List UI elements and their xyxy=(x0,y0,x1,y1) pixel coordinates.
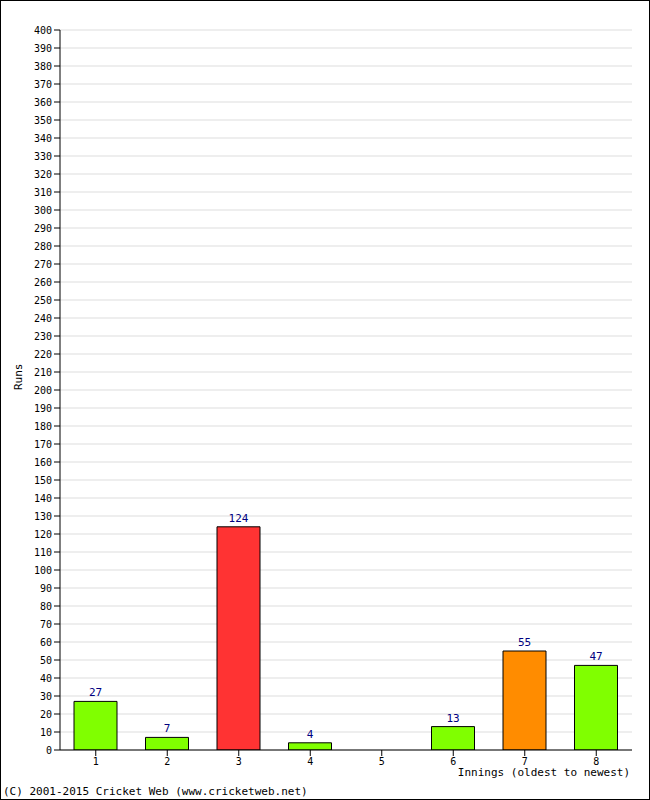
svg-text:8: 8 xyxy=(593,756,599,767)
svg-text:4: 4 xyxy=(307,756,313,767)
svg-text:330: 330 xyxy=(34,151,52,162)
svg-text:260: 260 xyxy=(34,277,52,288)
svg-text:55: 55 xyxy=(518,636,531,649)
svg-text:160: 160 xyxy=(34,457,52,468)
svg-text:170: 170 xyxy=(34,439,52,450)
svg-text:20: 20 xyxy=(40,709,52,720)
svg-text:390: 390 xyxy=(34,43,52,54)
svg-text:280: 280 xyxy=(34,241,52,252)
svg-text:7: 7 xyxy=(164,722,171,735)
svg-text:90: 90 xyxy=(40,583,52,594)
svg-text:6: 6 xyxy=(450,756,456,767)
svg-text:50: 50 xyxy=(40,655,52,666)
svg-text:0: 0 xyxy=(46,745,52,756)
svg-text:230: 230 xyxy=(34,331,52,342)
svg-text:290: 290 xyxy=(34,223,52,234)
svg-text:140: 140 xyxy=(34,493,52,504)
svg-text:130: 130 xyxy=(34,511,52,522)
svg-text:27: 27 xyxy=(89,686,102,699)
svg-text:200: 200 xyxy=(34,385,52,396)
svg-text:70: 70 xyxy=(40,619,52,630)
svg-text:124: 124 xyxy=(229,512,249,525)
svg-text:320: 320 xyxy=(34,169,52,180)
svg-text:150: 150 xyxy=(34,475,52,486)
svg-text:80: 80 xyxy=(40,601,52,612)
svg-text:Runs: Runs xyxy=(12,364,25,391)
svg-text:270: 270 xyxy=(34,259,52,270)
svg-text:240: 240 xyxy=(34,313,52,324)
svg-text:350: 350 xyxy=(34,115,52,126)
svg-text:120: 120 xyxy=(34,529,52,540)
svg-text:220: 220 xyxy=(34,349,52,360)
svg-text:10: 10 xyxy=(40,727,52,738)
svg-text:100: 100 xyxy=(34,565,52,576)
html-text:(C) 2001-2015 Cricket Web (www: (C) 2001-2015 Cricket Web (www.cricketwe… xyxy=(3,785,308,798)
html-text:Innings (oldest to newest): Innings (oldest to newest) xyxy=(457,766,630,779)
svg-text:380: 380 xyxy=(34,61,52,72)
svg-text:5: 5 xyxy=(379,756,385,767)
svg-text:30: 30 xyxy=(40,691,52,702)
svg-text:360: 360 xyxy=(34,97,52,108)
svg-text:210: 210 xyxy=(34,367,52,378)
svg-text:47: 47 xyxy=(589,650,602,663)
svg-text:4: 4 xyxy=(307,728,314,741)
svg-text:1: 1 xyxy=(93,756,99,767)
svg-text:180: 180 xyxy=(34,421,52,432)
svg-text:340: 340 xyxy=(34,133,52,144)
svg-text:110: 110 xyxy=(34,547,52,558)
svg-text:13: 13 xyxy=(446,712,459,725)
svg-text:60: 60 xyxy=(40,637,52,648)
svg-text:2: 2 xyxy=(164,756,170,767)
svg-text:370: 370 xyxy=(34,79,52,90)
svg-text:300: 300 xyxy=(34,205,52,216)
svg-text:3: 3 xyxy=(236,756,242,767)
svg-text:190: 190 xyxy=(34,403,52,414)
svg-text:400: 400 xyxy=(34,25,52,36)
svg-text:310: 310 xyxy=(34,187,52,198)
svg-text:250: 250 xyxy=(34,295,52,306)
svg-text:7: 7 xyxy=(522,756,528,767)
svg-text:40: 40 xyxy=(40,673,52,684)
